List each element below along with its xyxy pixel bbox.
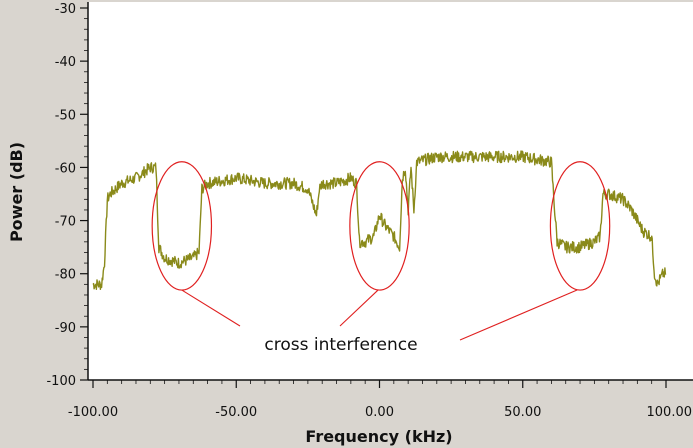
y-tick-label: -50: [55, 108, 76, 123]
y-tick-label: -40: [55, 55, 76, 70]
x-tick-label: -50.00: [215, 405, 257, 420]
y-tick-label: -70: [55, 215, 76, 230]
y-tick-label: -100: [46, 374, 76, 389]
annotation-connector: [339, 289, 379, 327]
x-tick-label: 100.00: [647, 405, 693, 420]
annotation-connector: [459, 289, 578, 341]
y-tick-label: -80: [55, 268, 76, 283]
y-tick-label: -30: [55, 2, 76, 17]
x-axis-title: Frequency (kHz): [305, 427, 452, 446]
y-axis-title: Power (dB): [7, 142, 26, 242]
x-tick-label: 50.00: [504, 405, 541, 420]
x-tick-label: 0.00: [365, 405, 394, 420]
x-tick-label: -100.00: [68, 405, 118, 420]
annotation-ellipse: [549, 161, 611, 291]
y-tick-label: -60: [55, 161, 76, 176]
annotation-label: cross interference: [264, 335, 417, 355]
plot-area: [88, 2, 693, 380]
annotation-ellipse: [349, 161, 410, 291]
annotation-connector: [181, 289, 241, 327]
y-axis: -30 -40 -50 -60 -70 -80 -90 -100: [46, 2, 88, 389]
x-axis: -100.00 -50.00 0.00 50.00 100.00: [68, 380, 692, 420]
y-tick-label: -90: [55, 321, 76, 336]
annotation-layer: cross interference: [151, 161, 611, 355]
series-layer: [92, 150, 667, 290]
series-line: [92, 150, 667, 290]
